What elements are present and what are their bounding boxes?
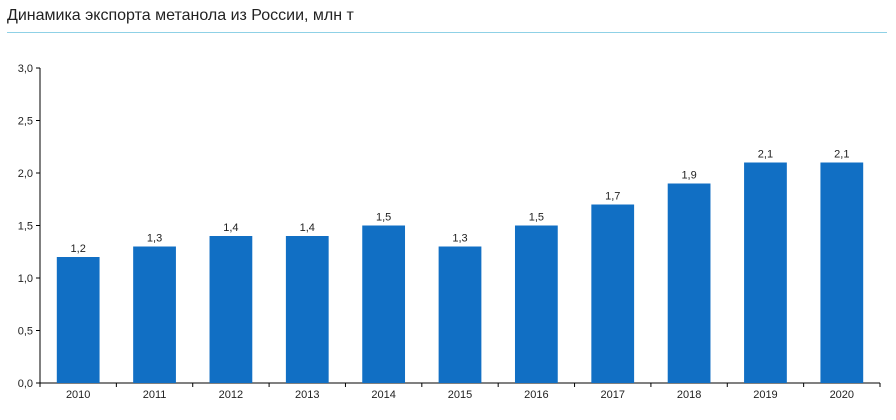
data-label: 2,1: [758, 149, 773, 161]
x-tick-label: 2017: [600, 389, 624, 401]
x-tick-label: 2016: [524, 389, 548, 401]
y-tick-label: 2,0: [18, 168, 33, 180]
bar: [744, 162, 787, 383]
x-axis: 2010 2011 2012 2013 2014 2015 2016 2017 2018 2019…: [39, 382, 881, 401]
data-label: 1,4: [223, 222, 238, 234]
data-label: 1,3: [147, 233, 162, 245]
data-label: 1,2: [71, 243, 86, 255]
x-tick-label: 2012: [219, 389, 243, 401]
bar: [285, 236, 329, 383]
data-label: 2,1: [834, 149, 849, 161]
y-tick-label: 0,0: [18, 378, 33, 390]
x-tick-label: 2014: [371, 389, 395, 401]
x-tick-label: 2013: [295, 389, 319, 401]
bar: [362, 225, 406, 383]
x-tick-label: 2018: [677, 389, 701, 401]
y-tick-label: 0,5: [18, 326, 33, 338]
x-tick-label: 2011: [143, 389, 167, 401]
data-label: 1,9: [681, 170, 696, 182]
y-tick-label: 1,0: [18, 273, 33, 285]
bar: [820, 162, 864, 383]
bar: [133, 246, 176, 383]
y-axis: 0,0 0,5 1,0 1,5 2,0 2,5 3,0: [18, 63, 41, 390]
x-tick-label: 2015: [448, 389, 472, 401]
data-labels: 1,2 1,3 1,4 1,4 1,5 1,3 1,5 1,7 1,9 2,1 2,1: [71, 149, 850, 256]
title-underline: [7, 32, 887, 33]
data-label: 1,7: [605, 191, 620, 203]
bar: [438, 246, 482, 383]
y-tick-label: 3,0: [18, 63, 33, 75]
x-tick-label: 2019: [753, 389, 777, 401]
bar: [591, 204, 635, 383]
y-tick-label: 2,5: [18, 116, 33, 128]
bar: [209, 236, 253, 383]
bars: [56, 162, 864, 383]
x-tick-label: 2010: [66, 389, 90, 401]
bar: [56, 257, 100, 383]
chart-title: Динамика экспорта метанола из России, мл…: [7, 7, 354, 24]
data-label: 1,3: [452, 233, 467, 245]
data-label: 1,4: [300, 222, 315, 234]
bar: [667, 183, 711, 383]
y-tick-label: 1,5: [18, 221, 33, 233]
bar: [514, 225, 558, 383]
x-tick-label: 2020: [830, 389, 854, 401]
data-label: 1,5: [376, 212, 391, 224]
data-label: 1,5: [529, 212, 544, 224]
